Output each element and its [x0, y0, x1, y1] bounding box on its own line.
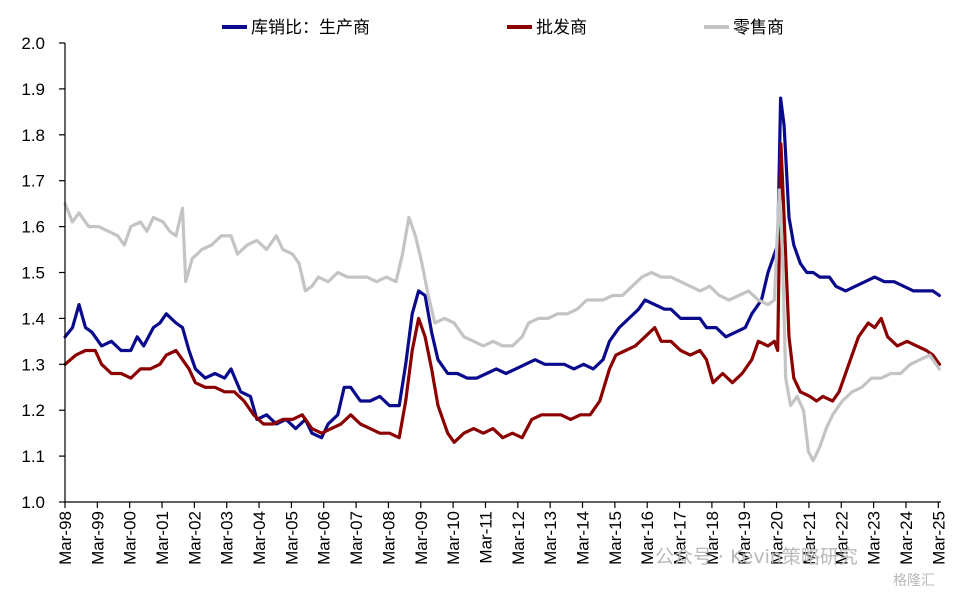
legend-item-2: 批发商	[507, 18, 587, 38]
x-tick-label: Mar-13	[541, 511, 560, 565]
x-tick-label: Mar-10	[444, 511, 463, 565]
x-tick-label: Mar-11	[477, 511, 496, 564]
x-tick-label: Mar-02	[185, 511, 204, 565]
series-line-3	[63, 188, 941, 463]
x-tick-label: Mar-12	[509, 511, 528, 565]
series-layer	[63, 96, 941, 463]
watermark: 公众号 · Kevin策略研究 格隆汇	[655, 546, 935, 589]
legend-item-1: 库销比：生产商	[222, 18, 370, 38]
x-tick-label: Mar-22	[832, 511, 851, 565]
x-tick-label: Mar-99	[88, 511, 107, 565]
x-tick-label: Mar-03	[218, 511, 237, 565]
y-tick-label: 1.6	[21, 218, 45, 237]
x-tick-label: Mar-16	[638, 511, 657, 565]
y-tick-label: 1.8	[21, 126, 45, 145]
x-tick-label: Mar-20	[768, 511, 787, 565]
series-line-2	[63, 142, 941, 444]
y-tick-label: 2.0	[21, 34, 45, 53]
legend-label: 零售商	[733, 18, 784, 38]
legend-label: 库销比：生产商	[251, 18, 370, 38]
series-line-1	[63, 96, 941, 440]
y-tick-label: 1.4	[21, 309, 45, 328]
y-tick-label: 1.7	[21, 172, 45, 191]
y-tick-label: 1.5	[21, 264, 45, 283]
y-tick-label: 1.2	[21, 401, 45, 420]
x-tick-label: Mar-07	[347, 511, 366, 565]
x-tick-label: Mar-19	[735, 511, 754, 565]
x-tick-label: Mar-23	[865, 511, 884, 565]
x-tick-label: Mar-04	[250, 511, 269, 565]
watermark-text: 公众号 · Kevin策略研究	[655, 546, 858, 568]
x-tick-label: Mar-15	[606, 511, 625, 565]
x-tick-label: Mar-08	[379, 511, 398, 565]
x-tick-label: Mar-01	[153, 511, 172, 565]
y-tick-label: 1.1	[21, 447, 45, 466]
x-tick-label: Mar-17	[671, 511, 690, 565]
x-tick-label: Mar-00	[121, 511, 140, 565]
x-tick-label: Mar-25	[929, 511, 948, 565]
y-tick-label: 1.9	[21, 80, 45, 99]
x-tick-label: Mar-21	[800, 511, 819, 565]
x-tick-label: Mar-24	[897, 511, 916, 565]
x-tick-label: Mar-14	[574, 511, 593, 565]
y-tick-label: 1.3	[21, 355, 45, 374]
x-tick-label: Mar-09	[412, 511, 431, 565]
axes: 1.0 1.1 1.2 1.3 1.4 1.5 1.6 1.7 1.8 1.9 2.0 Mar-98 M…	[21, 34, 948, 565]
legend-label: 批发商	[536, 18, 587, 38]
x-tick-label: Mar-06	[315, 511, 334, 565]
legend-item-3: 零售商	[704, 18, 784, 38]
x-tick-label: Mar-05	[282, 511, 301, 565]
watermark-corner-text: 格隆汇	[893, 573, 935, 589]
legend: 库销比：生产商 批发商 零售商	[222, 18, 784, 38]
y-tick-label: 1.0	[21, 493, 45, 512]
x-tick-label: Mar-98	[56, 511, 75, 565]
x-tick-label: Mar-18	[703, 511, 722, 565]
